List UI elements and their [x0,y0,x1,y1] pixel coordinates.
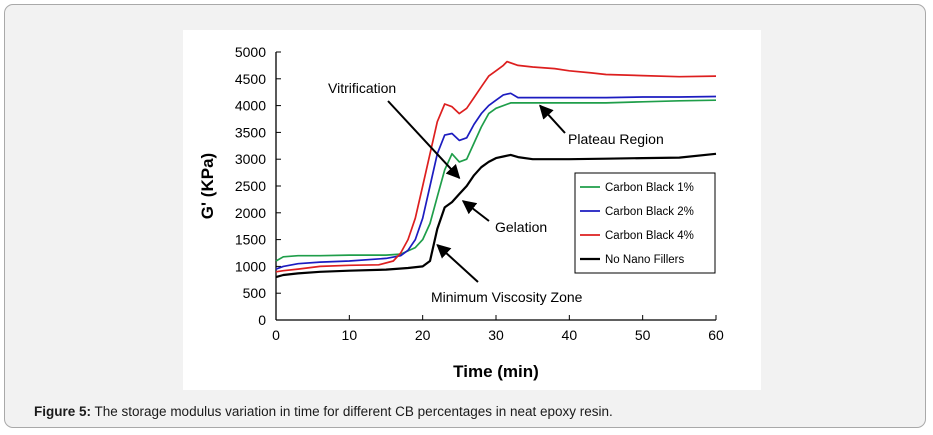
annotation-arrow-3 [461,200,490,222]
legend-label-3: Carbon Black 4% [605,230,694,242]
annotation-arrow-2 [539,104,566,134]
legend-label-1: Carbon Black 1% [605,182,694,194]
x-tick-label: 30 [488,327,504,343]
caption-text: The storage modulus variation in time fo… [91,404,613,419]
figure-caption: Figure 5: The storage modulus variation … [34,404,613,419]
x-tick-label: 20 [415,327,431,343]
x-tick-label: 0 [272,327,280,343]
storage-modulus-chart: 0500100015002000250030003500400045005000… [198,44,724,381]
y-tick-label: 5000 [235,44,266,60]
series-line-3 [275,60,717,273]
y-tick-label: 1000 [235,258,266,274]
y-axis-title: G' (KPa) [198,153,217,219]
series-line-4 [275,152,717,279]
y-tick-label: 4500 [235,71,266,87]
legend-label-4: No Nano Fillers [605,254,684,266]
x-axis-title: Time (min) [453,362,539,381]
series-line-2 [275,92,717,270]
x-tick-label: 40 [562,327,578,343]
annotation-label-4: Minimum Viscosity Zone [431,289,583,305]
x-tick-label: 60 [708,327,724,343]
series-line-1 [275,99,717,262]
y-tick-label: 3500 [235,124,266,140]
x-tick-label: 10 [342,327,358,343]
legend-box [574,172,716,274]
annotation-label-1: Vitrification [328,80,396,96]
y-tick-label: 0 [258,312,266,328]
y-tick-label: 2500 [235,178,266,194]
x-tick-label: 50 [635,327,651,343]
figure-frame: 0 500 1000 1500 2000 2500 3000 3500 4000 4500 5000… [4,4,926,428]
y-tick-label: 4000 [235,98,266,114]
annotation-arrow-1 [387,100,461,179]
caption-label: Figure 5: [34,404,92,419]
annotation-arrow-4 [436,244,479,283]
y-tick-label: 3000 [235,151,266,167]
annotation-label-2: Plateau Region [568,131,664,147]
y-tick-label: 2000 [235,205,266,221]
chart-area: 0 500 1000 1500 2000 2500 3000 3500 4000 4500 5000… [183,30,761,390]
legend-label-2: Carbon Black 2% [605,206,694,218]
y-tick-label: 1500 [235,232,266,248]
y-tick-label: 500 [243,285,267,301]
annotation-label-3: Gelation [495,219,547,235]
